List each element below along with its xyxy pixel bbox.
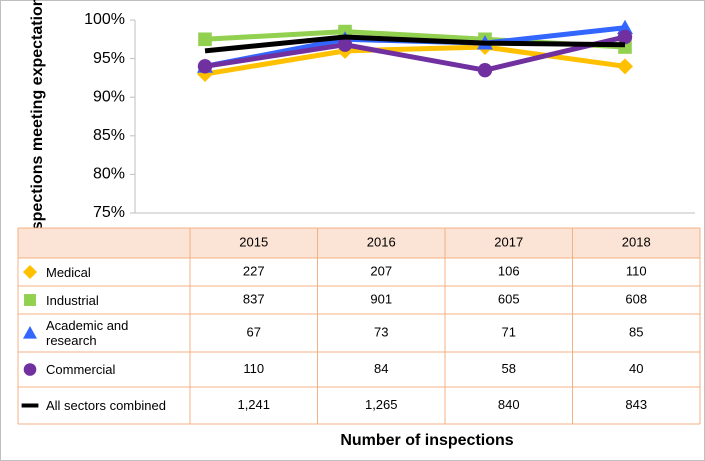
table-cell: 227 (243, 263, 265, 278)
series-line (204, 34, 626, 73)
table-cell: 1,241 (237, 397, 270, 412)
y-tick-label: 80% (93, 166, 125, 183)
data-point (197, 59, 213, 74)
data-point (617, 29, 633, 45)
legend-entry: Industrial (46, 292, 99, 308)
table-cell: 1,265 (365, 397, 398, 412)
legend-marker (23, 265, 37, 279)
table-cell: 73 (374, 324, 388, 339)
legend-entry: All sectors combined (46, 398, 166, 413)
legend-label: Medical (46, 264, 91, 280)
legend-marker (23, 363, 37, 376)
table-cell: 106 (498, 263, 520, 278)
table-cell: 843 (625, 397, 647, 412)
legend-label: Academic and research (46, 318, 129, 348)
table-cell: 40 (629, 361, 643, 376)
table-cell: 85 (629, 324, 643, 339)
table-cell: 67 (247, 324, 261, 339)
table-header (18, 228, 700, 258)
table-cell: 837 (243, 291, 265, 306)
legend-label: Commercial (46, 362, 116, 377)
column-header: 2017 (494, 234, 523, 249)
table-cell: 608 (625, 291, 647, 306)
data-point (337, 37, 353, 52)
table-cell: 840 (498, 397, 520, 412)
table-cell: 901 (370, 291, 392, 306)
y-tick-label: 100% (84, 11, 125, 28)
data-point (198, 32, 212, 47)
y-tick-label: 75% (93, 204, 125, 221)
table-cell: 71 (502, 324, 516, 339)
column-header: 2015 (239, 234, 268, 249)
legend-marker (24, 294, 36, 306)
column-header: 2018 (622, 234, 651, 249)
legend-entry: Academic and research (46, 318, 129, 348)
table-cell: 84 (374, 361, 388, 376)
y-axis-label: Inspections meeting expectations (29, 0, 46, 244)
data-point (617, 58, 633, 75)
series-line (204, 44, 626, 77)
table-cell: 110 (243, 361, 264, 376)
legend-entry: Commercial (46, 362, 116, 377)
y-tick-label: 95% (93, 50, 125, 67)
y-tick-label: 90% (93, 88, 125, 105)
legend-label: All sectors combined (46, 398, 166, 413)
legend-label: Industrial (46, 292, 99, 308)
table-cell: 58 (502, 361, 516, 376)
data-point (617, 19, 633, 35)
y-tick-label: 85% (93, 127, 125, 144)
series-line (204, 34, 626, 54)
legend-entry: Medical (46, 264, 91, 280)
table-cell: 207 (370, 263, 392, 278)
column-header: 2016 (367, 234, 396, 249)
table-cell: 110 (626, 263, 647, 278)
legend-marker (23, 326, 37, 339)
table-cell: 605 (498, 291, 520, 306)
data-point (477, 62, 493, 78)
x-axis-label: Number of inspections (340, 432, 513, 449)
